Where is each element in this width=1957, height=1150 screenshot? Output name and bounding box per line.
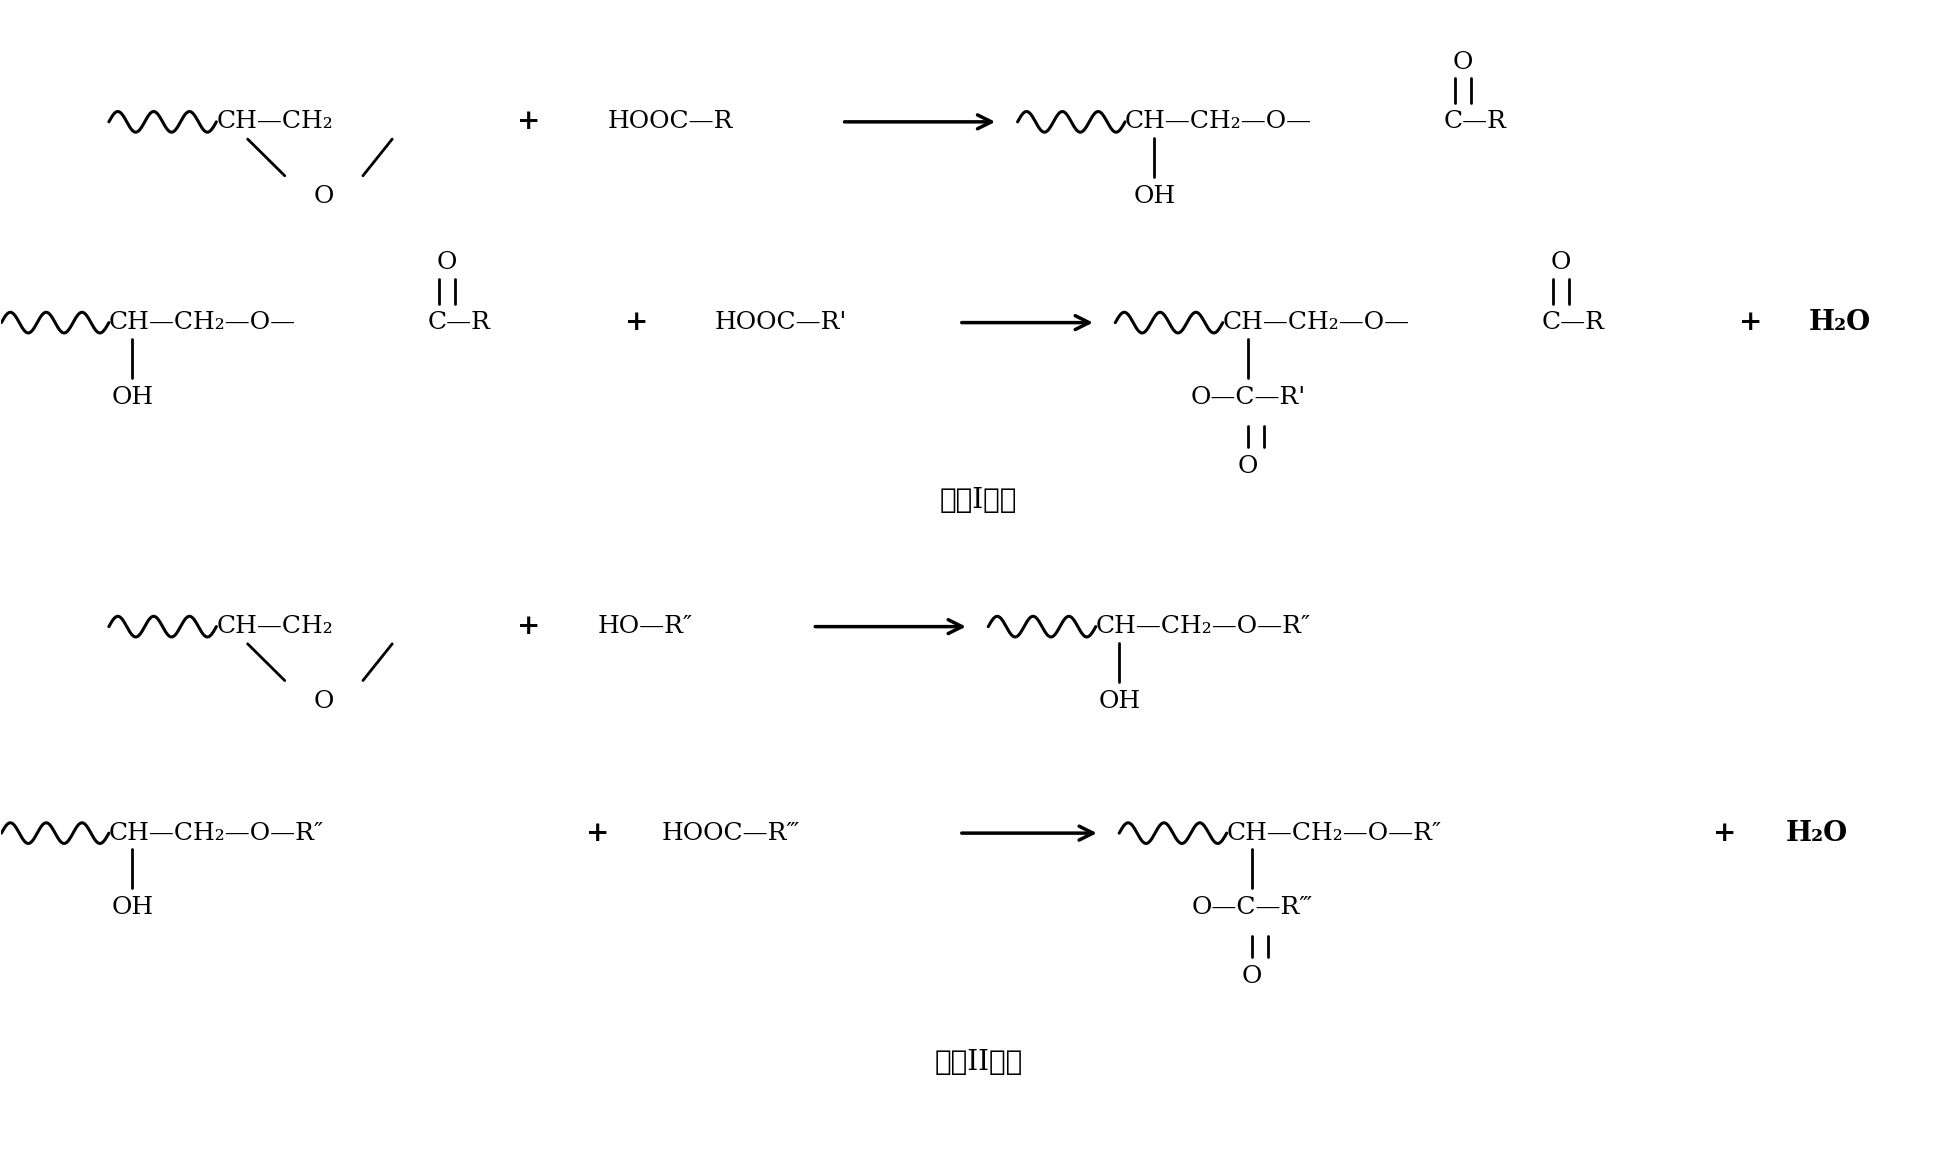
- Text: O: O: [436, 252, 458, 275]
- Text: CH—CH₂—O—R″: CH—CH₂—O—R″: [110, 821, 325, 844]
- Text: HO—R″: HO—R″: [597, 615, 693, 638]
- Text: O: O: [1243, 965, 1262, 988]
- Text: CH—CH₂—O—R″: CH—CH₂—O—R″: [1227, 821, 1442, 844]
- Text: +: +: [1738, 309, 1761, 336]
- Text: HOOC—R‴: HOOC—R‴: [661, 821, 800, 844]
- Text: 式（I）；: 式（I）；: [939, 486, 1018, 514]
- Text: +: +: [517, 613, 540, 641]
- Text: C—R: C—R: [427, 312, 491, 335]
- Text: +: +: [517, 108, 540, 136]
- Text: OH: OH: [1098, 690, 1141, 713]
- Text: CH—CH₂: CH—CH₂: [217, 615, 333, 638]
- Text: OH: OH: [112, 385, 153, 408]
- Text: CH—CH₂—O—: CH—CH₂—O—: [1223, 312, 1409, 335]
- Text: OH: OH: [1133, 185, 1176, 208]
- Text: +: +: [1712, 820, 1736, 846]
- Text: C—R: C—R: [1444, 110, 1507, 133]
- Text: H₂O: H₂O: [1785, 820, 1847, 846]
- Text: O: O: [1550, 252, 1571, 275]
- Text: O: O: [1452, 51, 1474, 74]
- Text: OH: OH: [112, 896, 153, 919]
- Text: O: O: [313, 185, 335, 208]
- Text: CH—CH₂—O—: CH—CH₂—O—: [1125, 110, 1313, 133]
- Text: HOOC—R: HOOC—R: [607, 110, 732, 133]
- Text: O: O: [313, 690, 335, 713]
- Text: C—R: C—R: [1542, 312, 1605, 335]
- Text: CH—CH₂—O—R″: CH—CH₂—O—R″: [1096, 615, 1311, 638]
- Text: HOOC—R': HOOC—R': [714, 312, 847, 335]
- Text: +: +: [624, 309, 648, 336]
- Text: O: O: [1239, 454, 1258, 477]
- Text: CH—CH₂: CH—CH₂: [217, 110, 333, 133]
- Text: 式（II）。: 式（II）。: [933, 1049, 1024, 1076]
- Text: H₂O: H₂O: [1808, 309, 1871, 336]
- Text: O—C—R‴: O—C—R‴: [1192, 896, 1313, 919]
- Text: CH—CH₂—O—: CH—CH₂—O—: [110, 312, 296, 335]
- Text: +: +: [585, 820, 609, 846]
- Text: O—C—R': O—C—R': [1190, 385, 1305, 408]
